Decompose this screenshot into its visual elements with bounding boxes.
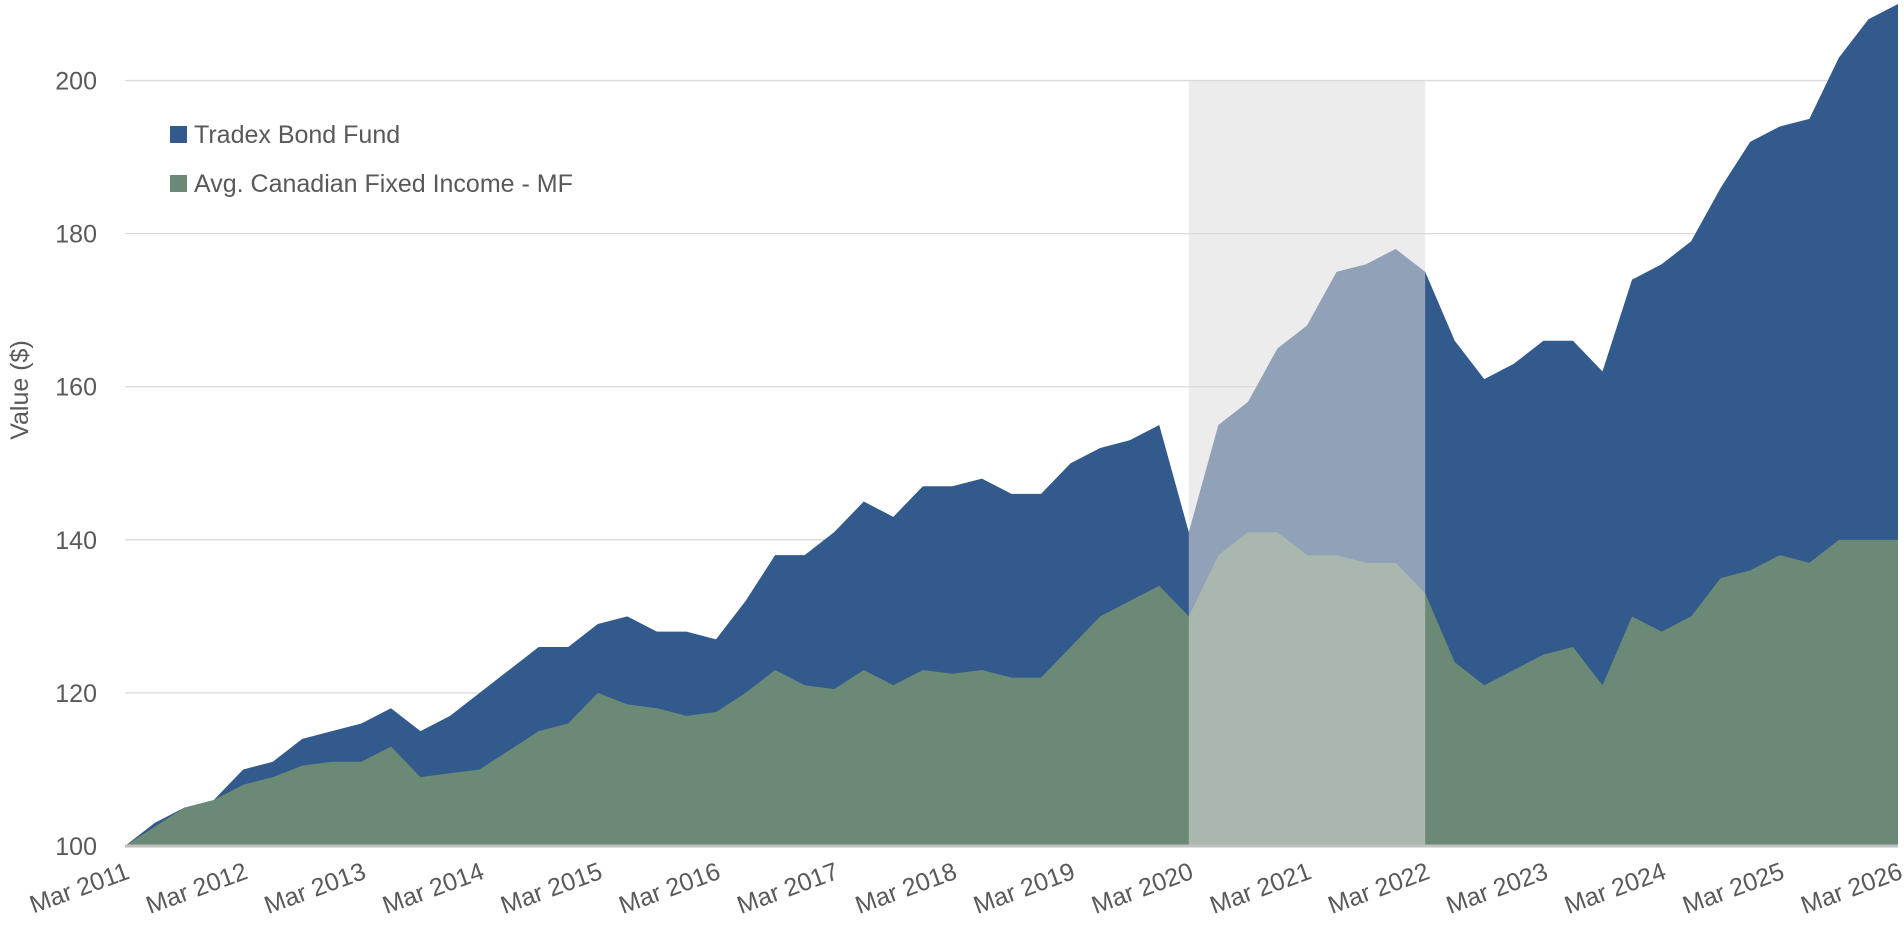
x-tick-label: Mar 2014 bbox=[379, 857, 488, 919]
x-tick-label: Mar 2021 bbox=[1206, 857, 1315, 919]
x-tick-label: Mar 2012 bbox=[142, 857, 251, 919]
legend-swatch bbox=[170, 175, 187, 192]
x-tick-label: Mar 2017 bbox=[733, 857, 842, 919]
y-tick-label: 140 bbox=[55, 527, 97, 555]
y-tick-label: 200 bbox=[55, 68, 97, 96]
x-tick-label: Mar 2013 bbox=[261, 857, 370, 919]
y-tick-label: 120 bbox=[55, 680, 97, 708]
x-tick-label: Mar 2019 bbox=[970, 857, 1079, 919]
y-tick-label: 180 bbox=[55, 221, 97, 249]
legend-label: Tradex Bond Fund bbox=[194, 121, 400, 149]
x-tick-label: Mar 2020 bbox=[1088, 857, 1197, 919]
y-axis-title: Value ($) bbox=[6, 340, 34, 440]
x-tick-label: Mar 2023 bbox=[1443, 857, 1552, 919]
legend-swatch bbox=[170, 126, 187, 143]
x-tick-label: Mar 2022 bbox=[1324, 857, 1433, 919]
area bbox=[125, 532, 1898, 846]
x-tick-label: Mar 2018 bbox=[852, 857, 961, 919]
x-tick-label: Mar 2026 bbox=[1797, 857, 1904, 919]
legend-label: Avg. Canadian Fixed Income - MF bbox=[194, 170, 573, 198]
highlight-band bbox=[1188, 80, 1426, 846]
x-tick-label: Mar 2016 bbox=[615, 857, 724, 919]
area bbox=[125, 4, 1898, 846]
y-tick-label: 160 bbox=[55, 374, 97, 402]
x-tick-label: Mar 2015 bbox=[497, 857, 606, 919]
x-tick-label: Mar 2011 bbox=[26, 857, 133, 919]
x-tick-label: Mar 2025 bbox=[1679, 857, 1788, 919]
x-tick-label: Mar 2024 bbox=[1561, 857, 1670, 919]
y-tick-label: 100 bbox=[55, 833, 97, 861]
